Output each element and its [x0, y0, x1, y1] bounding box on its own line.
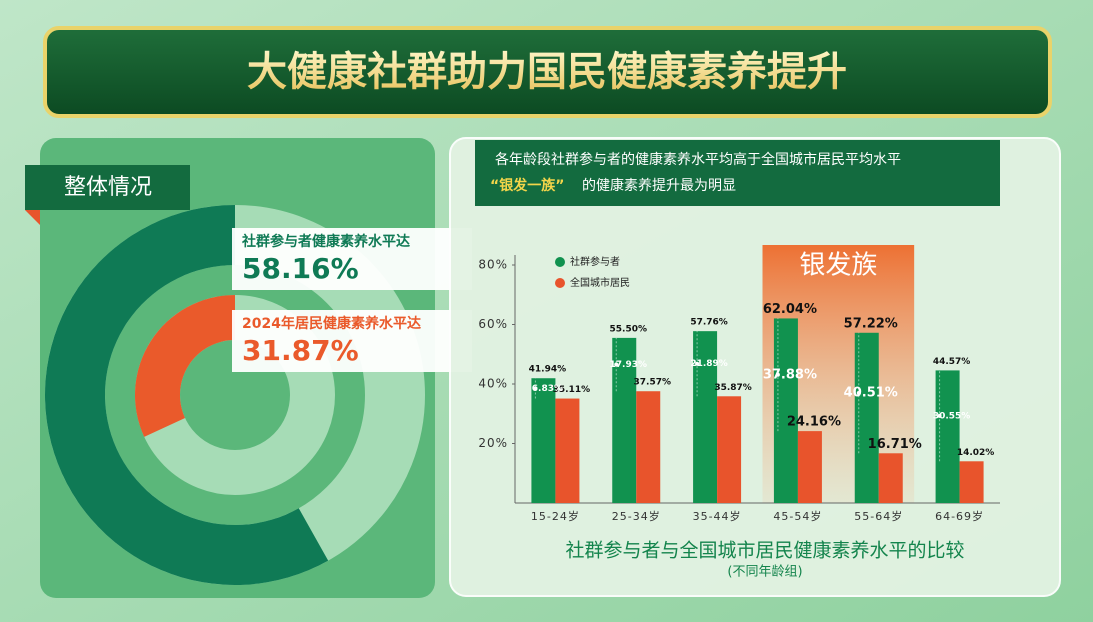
difference-label: 40.51% [844, 386, 898, 401]
annotation: 银发族 [799, 251, 877, 281]
chart-title: 社群参与者与全国城市居民健康素养水平的比较 [565, 540, 964, 562]
value-label: 35.87% [714, 383, 752, 393]
value-label: 14.02% [957, 448, 995, 458]
legend-label: 社群参与者 [570, 255, 620, 268]
value-label: 44.57% [933, 357, 971, 367]
difference-label: 6.83% [532, 384, 563, 394]
value-label: 41.94% [529, 365, 567, 375]
legend-swatch [555, 278, 565, 288]
difference-dot [614, 362, 619, 367]
difference-dot [775, 372, 780, 377]
difference-label: 21.89% [690, 359, 728, 369]
series-name: 2024年居民健康素养水平达 [242, 315, 421, 332]
x-tick-label: 35-44岁 [693, 509, 742, 523]
value-label: 57.22% [844, 316, 898, 331]
value-label: 62.04% [763, 302, 817, 317]
bar [878, 453, 903, 503]
value-label: 35.11% [553, 385, 591, 395]
donut-arc [45, 205, 329, 585]
difference-dot [856, 391, 861, 396]
bar [555, 398, 580, 503]
headline: 的健康素养提升最为明显 [582, 177, 736, 194]
bar [636, 391, 661, 503]
difference-dot [533, 386, 538, 391]
headline-highlight: “银发一族” [490, 177, 564, 194]
bar [693, 331, 718, 503]
difference-dot [937, 413, 942, 418]
headline-box [475, 140, 1000, 206]
series-name: 社群参与者健康素养水平达 [241, 233, 410, 250]
legend-label: 全国城市居民 [570, 276, 630, 289]
x-tick-label: 45-54岁 [773, 509, 822, 523]
label-box [232, 310, 472, 372]
y-tick-label: 20% [478, 436, 508, 450]
value-label: 24.16% [787, 415, 841, 430]
difference-label: 17.93% [610, 360, 648, 370]
difference-label: 37.88% [763, 367, 817, 382]
chart-subtitle: (不同年龄组) [727, 565, 802, 580]
section-tab [25, 165, 190, 210]
difference-dot [695, 361, 700, 366]
label-box [232, 228, 472, 290]
x-tick-label: 55-64岁 [854, 509, 903, 523]
bar [531, 378, 556, 503]
y-tick-label: 60% [478, 317, 508, 331]
value-label: 16.71% [868, 437, 922, 452]
page-title: 大健康社群助力国民健康素养提升 [247, 49, 847, 95]
bar [959, 461, 984, 503]
value-label: 37.57% [634, 378, 672, 388]
y-tick-label: 40% [478, 377, 508, 391]
difference-label: 30.55% [933, 411, 971, 421]
x-tick-label: 64-69岁 [935, 509, 984, 523]
donut-arc [135, 295, 235, 437]
headline: 各年龄段社群参与者的健康素养水平均高于全国城市居民平均水平 [495, 151, 901, 168]
value-label: 57.76% [690, 318, 728, 328]
bar [854, 332, 879, 503]
x-tick-label: 25-34岁 [612, 509, 661, 523]
x-tick-label: 15-24岁 [531, 509, 580, 523]
value-label: 31.87% [242, 334, 359, 367]
bar [717, 396, 742, 503]
section-title: 整体情况 [64, 175, 152, 200]
value-label: 55.50% [610, 324, 648, 334]
value-label: 58.16% [242, 252, 359, 285]
y-tick-label: 80% [478, 258, 508, 272]
bar [797, 431, 822, 503]
title-banner [43, 26, 1052, 118]
tab-fold [25, 210, 40, 225]
legend-swatch [555, 257, 565, 267]
